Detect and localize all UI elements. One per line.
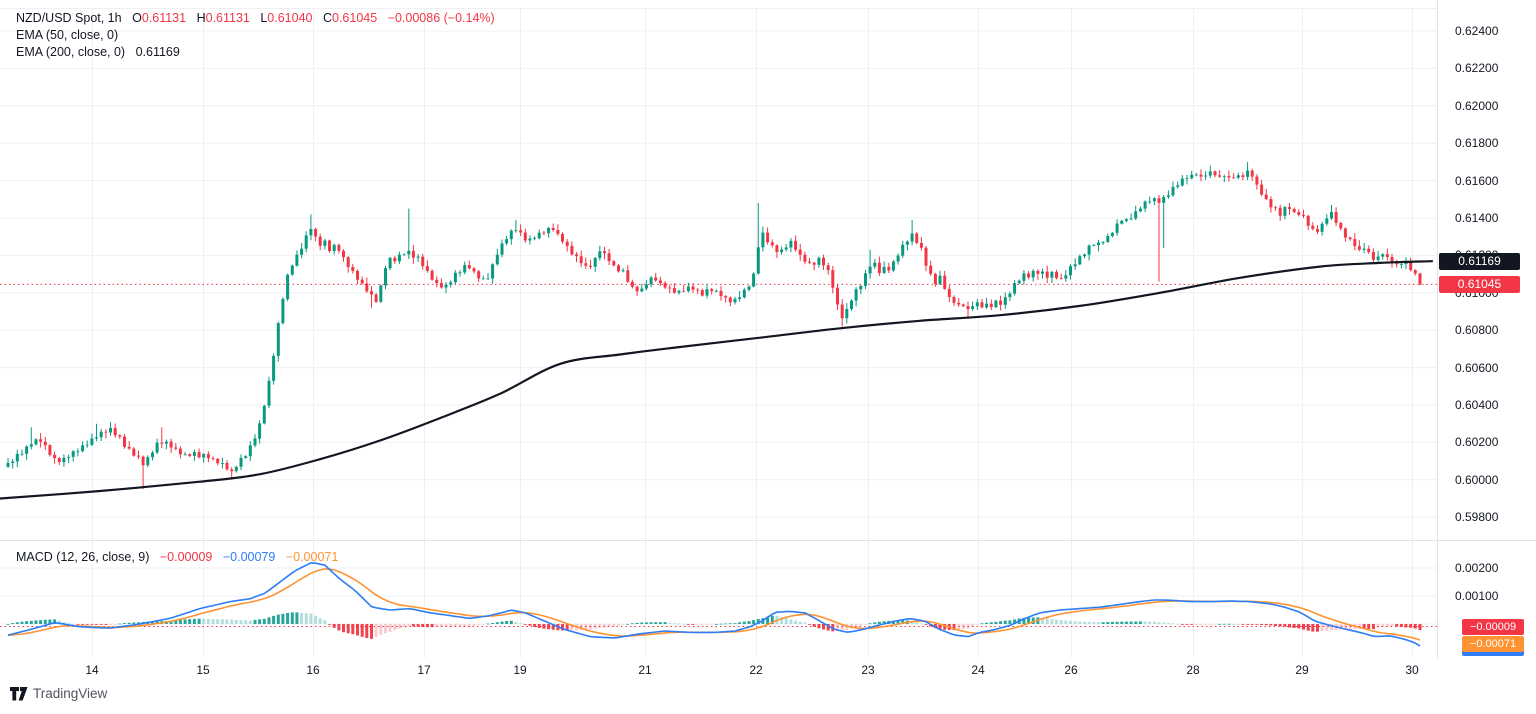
macd-hist-badge: −0.00009 xyxy=(1462,618,1524,635)
low-value: 0.61040 xyxy=(267,11,313,25)
time-tick-label: 28 xyxy=(1186,663,1200,677)
time-tick-label: 26 xyxy=(1064,663,1078,677)
macd-tick-label: 0.00100 xyxy=(1455,589,1499,603)
change-value: −0.00086 (−0.14%) xyxy=(387,11,495,25)
symbol-title: NZD/USD Spot, 1h xyxy=(16,11,122,25)
macd-legend[interactable]: MACD (12, 26, close, 9) −0.00009 −0.0007… xyxy=(16,549,338,566)
price-tick-label: 0.60200 xyxy=(1455,435,1499,450)
ema200-value: 0.61169 xyxy=(135,45,180,59)
macd-hist-value: −0.00009 xyxy=(159,550,213,564)
close-value: 0.61045 xyxy=(332,11,378,25)
time-tick-label: 15 xyxy=(196,663,210,677)
macd-line-value: −0.00079 xyxy=(222,550,276,564)
close-key: C xyxy=(322,11,332,25)
open-value: 0.61131 xyxy=(141,11,187,25)
price-tick-label: 0.62200 xyxy=(1455,61,1499,76)
macd-title: MACD (12, 26, close, 9) xyxy=(16,550,150,564)
time-tick-label: 21 xyxy=(638,663,652,677)
price-tick-label: 0.61600 xyxy=(1455,173,1499,188)
price-tick-label: 0.60400 xyxy=(1455,398,1499,412)
ema200-label: EMA (200, close, 0) xyxy=(16,45,126,59)
ema50-label: EMA (50, close, 0) xyxy=(16,28,119,42)
tradingview-logo[interactable]: TradingView xyxy=(10,686,107,701)
low-key: L xyxy=(260,11,268,25)
symbol-legend-row[interactable]: NZD/USD Spot, 1h O0.61131 H0.61131 L0.61… xyxy=(16,10,495,27)
macd-tick-label: 0.00200 xyxy=(1455,561,1499,575)
macd-signal-badge: −0.00071 xyxy=(1462,635,1524,652)
price-chart-canvas[interactable] xyxy=(0,0,1536,658)
open-key: O xyxy=(132,11,142,25)
price-tick-label: 0.60600 xyxy=(1455,360,1499,375)
ema200-legend-row[interactable]: EMA (200, close, 0) 0.61169 xyxy=(16,44,495,61)
chart-legend: NZD/USD Spot, 1h O0.61131 H0.61131 L0.61… xyxy=(16,10,495,61)
price-tick-label: 0.62400 xyxy=(1455,24,1499,38)
price-tick-label: 0.59800 xyxy=(1455,510,1499,525)
time-tick-label: 24 xyxy=(971,663,985,677)
last-price-badge: 0.61045 xyxy=(1439,275,1520,293)
time-tick-label: 16 xyxy=(306,663,320,677)
price-tick-label: 0.62000 xyxy=(1455,98,1499,113)
price-tick-label: 0.61800 xyxy=(1455,136,1499,151)
time-tick-label: 14 xyxy=(85,663,99,677)
macd-signal-value: −0.00071 xyxy=(285,550,339,564)
time-tick-label: 17 xyxy=(417,663,431,677)
price-tick-label: 0.61400 xyxy=(1455,211,1499,225)
tradingview-logo-icon xyxy=(10,686,28,700)
high-value: 0.61131 xyxy=(205,11,250,25)
ema200-price-badge: 0.61169 xyxy=(1439,252,1520,270)
price-tick-label: 0.60000 xyxy=(1455,472,1499,487)
time-tick-label: 30 xyxy=(1405,663,1419,677)
time-tick-label: 22 xyxy=(749,663,763,677)
tradingview-logo-text: TradingView xyxy=(33,686,108,701)
high-key: H xyxy=(196,11,206,25)
price-tick-label: 0.60800 xyxy=(1455,323,1499,338)
time-tick-label: 19 xyxy=(513,663,527,677)
ema50-legend-row[interactable]: EMA (50, close, 0) xyxy=(16,27,495,44)
time-tick-label: 29 xyxy=(1295,663,1309,677)
time-tick-label: 23 xyxy=(861,663,875,677)
